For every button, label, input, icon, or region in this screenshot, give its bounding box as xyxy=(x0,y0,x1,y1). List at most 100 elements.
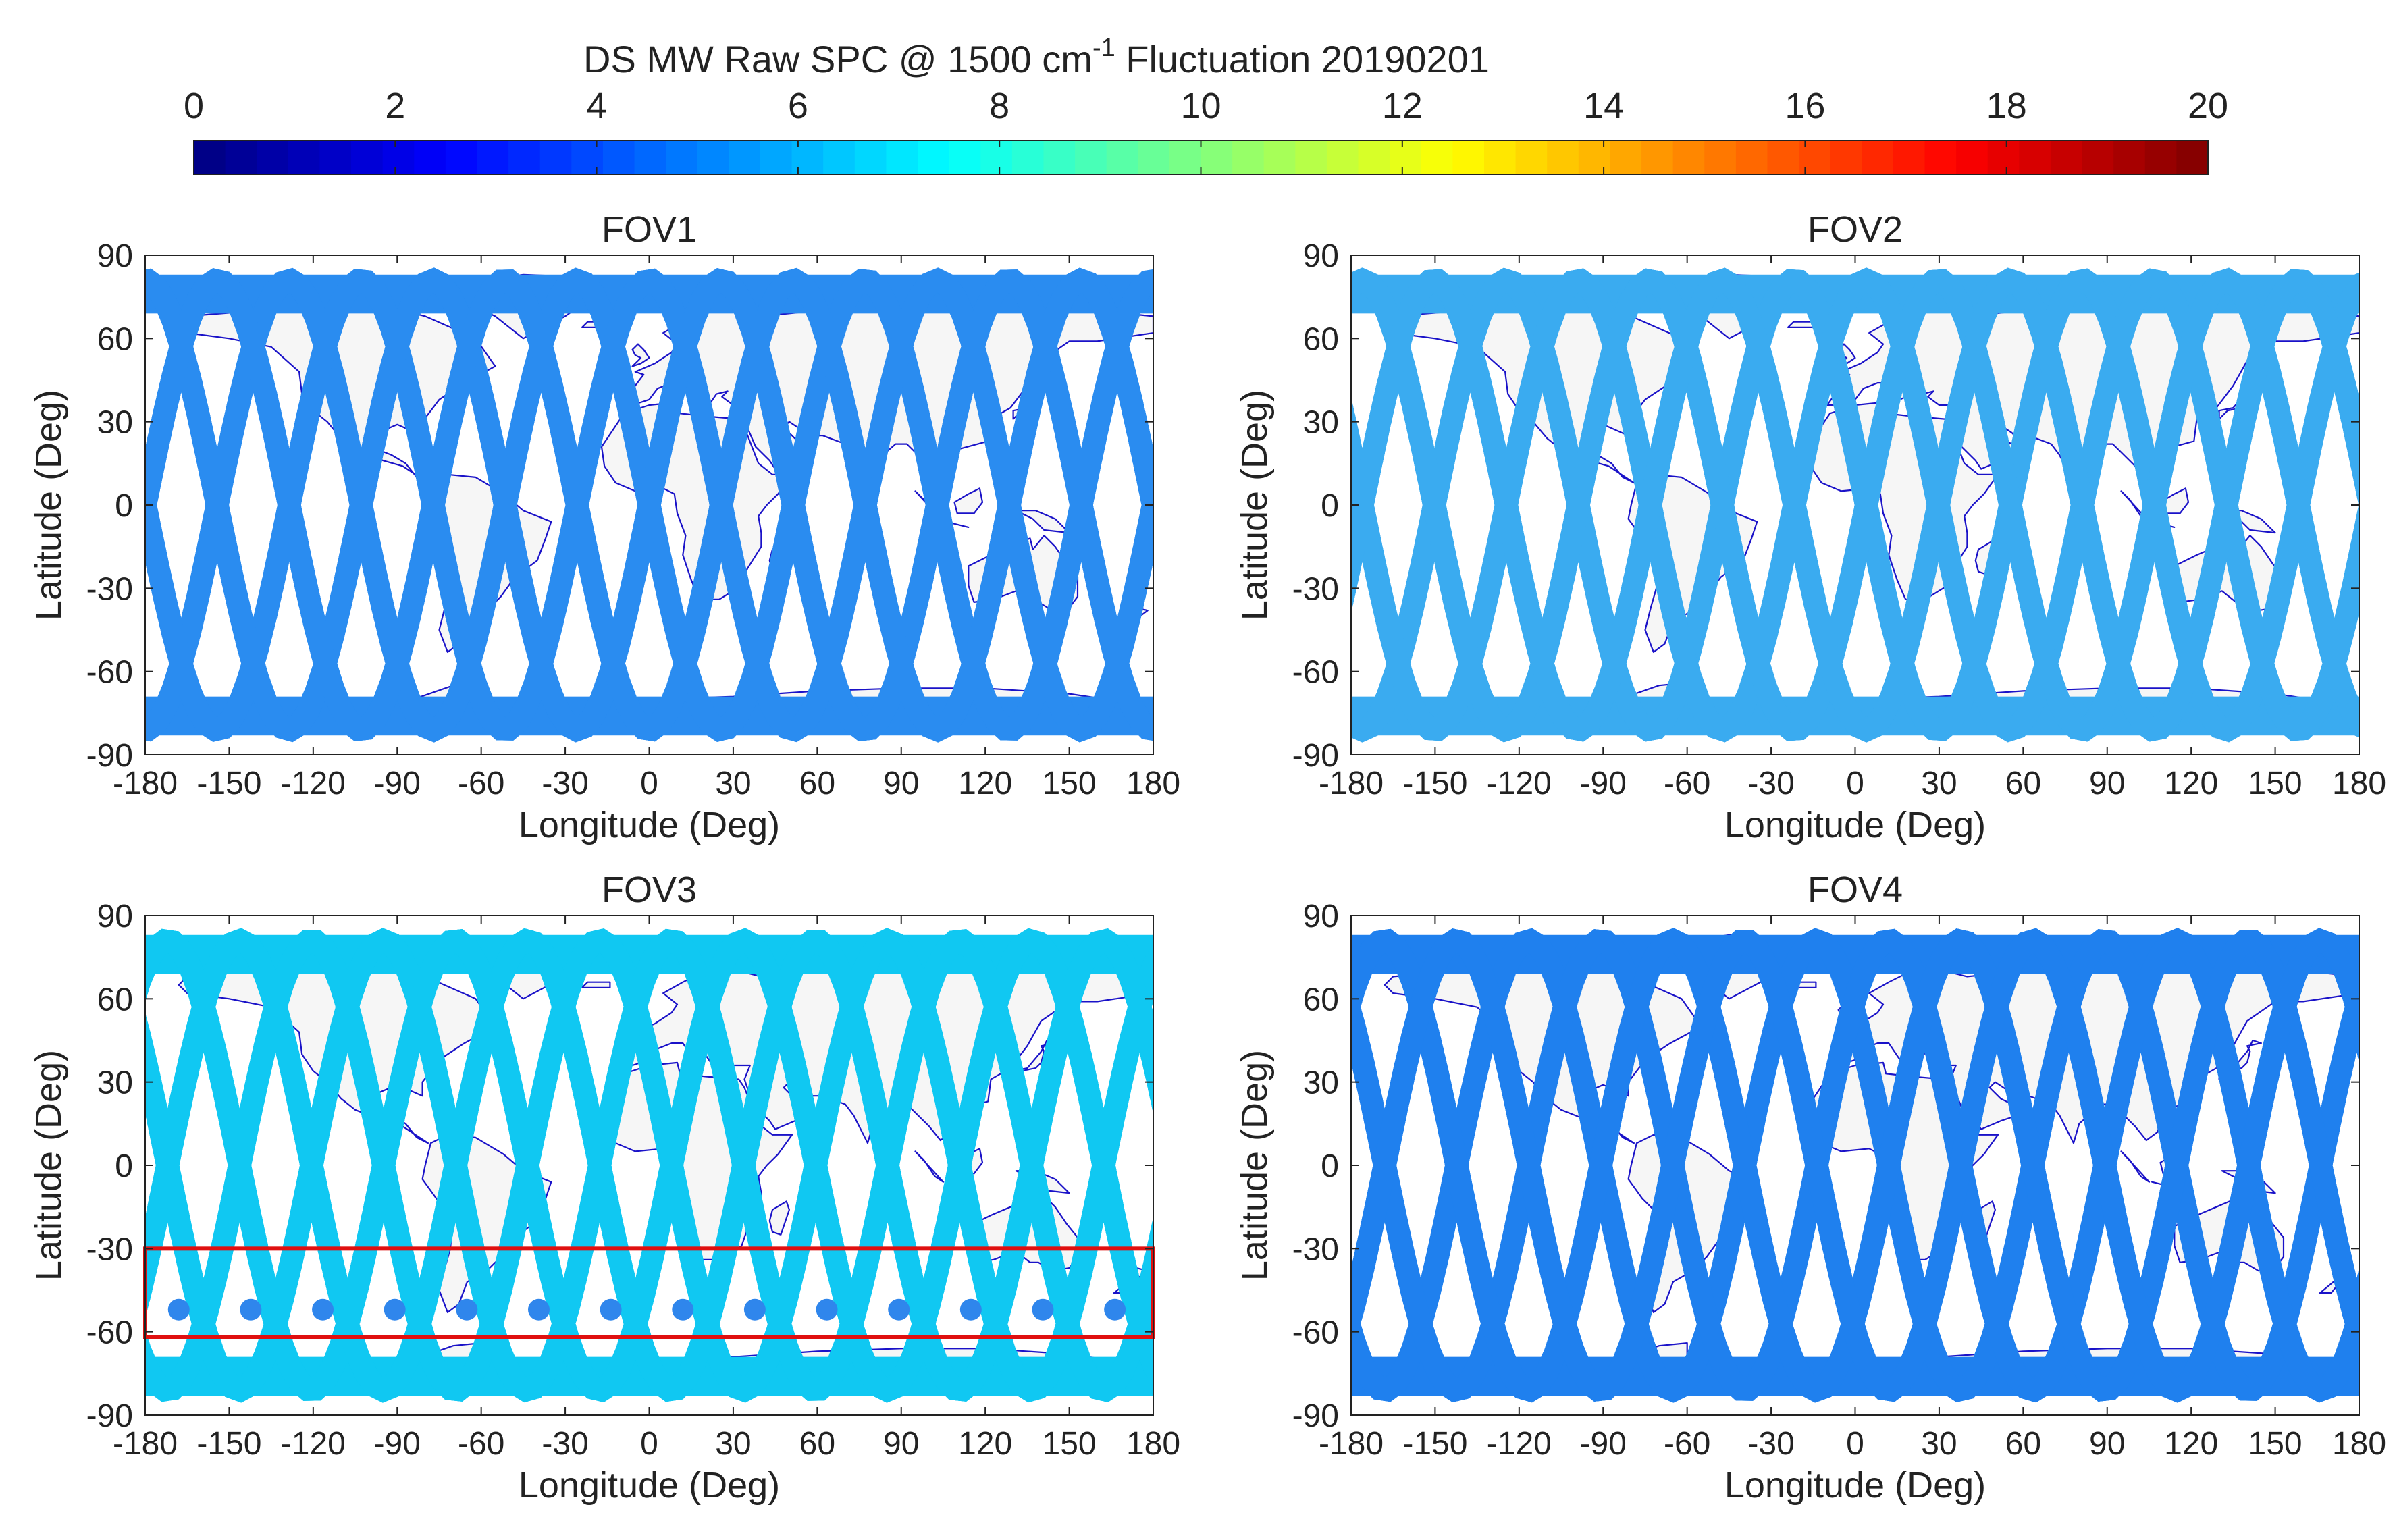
x-axis-label: Longitude (Deg) xyxy=(519,805,780,845)
anomaly-marker xyxy=(960,1299,982,1321)
x-tick-label: -30 xyxy=(542,766,588,801)
y-tick-label: 30 xyxy=(97,1065,133,1101)
x-tick-label: -120 xyxy=(281,766,346,801)
y-axis-label: Latitude (Deg) xyxy=(28,1050,69,1281)
y-tick-label: 90 xyxy=(97,899,133,934)
colorbar-tick-label: 12 xyxy=(1382,86,1423,126)
y-tick-label: 90 xyxy=(97,238,133,274)
x-tick-label: 0 xyxy=(1846,1426,1864,1462)
continent-outline xyxy=(582,982,610,988)
colorbar-segment xyxy=(571,140,603,174)
x-tick-label: 150 xyxy=(2248,1426,2302,1462)
colorbar-segment xyxy=(1421,140,1453,174)
figure-title-tail: Fluctuation 20190201 xyxy=(1115,38,1490,80)
panel-3: -180 -150 -120 -90 -60 -30 0 30 60 90 120 150 180 90 6… xyxy=(28,870,1207,1506)
y-tick-label: 0 xyxy=(115,1148,133,1184)
colorbar-segment xyxy=(1295,140,1327,174)
figure-title-main: DS MW Raw SPC @ 1500 cm xyxy=(583,38,1092,80)
y-axis-label: Latitude (Deg) xyxy=(1234,390,1275,620)
anomaly-marker xyxy=(528,1299,550,1321)
colorbar-segment xyxy=(1390,140,1421,174)
colorbar-segment xyxy=(697,140,729,174)
colorbar-segment xyxy=(2113,140,2145,174)
colorbar-segment xyxy=(1610,140,1641,174)
x-tick-label: 60 xyxy=(2005,1426,2041,1462)
colorbar-segment xyxy=(1641,140,1673,174)
anomaly-marker xyxy=(1104,1299,1126,1321)
x-tick-label: 180 xyxy=(1126,1426,1180,1462)
colorbar-segment xyxy=(1169,140,1201,174)
colorbar-segment xyxy=(1579,140,1610,174)
colorbar-segment xyxy=(288,140,320,174)
y-tick-label: -90 xyxy=(1292,738,1339,774)
colorbar-tick-label: 2 xyxy=(385,86,405,126)
x-tick-label: -90 xyxy=(374,766,421,801)
x-tick-label: -120 xyxy=(281,1426,346,1462)
anomaly-marker xyxy=(384,1299,406,1321)
x-tick-label: -150 xyxy=(196,1426,261,1462)
colorbar-segment xyxy=(1704,140,1736,174)
y-tick-label: -30 xyxy=(86,1231,133,1267)
colorbar-segment xyxy=(1012,140,1044,174)
colorbar-segment xyxy=(949,140,981,174)
x-tick-label: -90 xyxy=(1580,1426,1627,1462)
colorbar-segment xyxy=(383,140,415,174)
colorbar-segment xyxy=(1043,140,1075,174)
x-tick-label: 30 xyxy=(715,766,751,801)
x-tick-label: 150 xyxy=(1043,766,1097,801)
x-tick-label: 0 xyxy=(640,1426,658,1462)
x-tick-label: 30 xyxy=(1921,1426,1957,1462)
x-axis-label: Longitude (Deg) xyxy=(1724,805,1986,845)
x-tick-label: -150 xyxy=(1402,1426,1467,1462)
y-tick-label: -90 xyxy=(1292,1398,1339,1434)
colorbar-segment xyxy=(446,140,477,174)
colorbar-tick-label: 0 xyxy=(184,86,204,126)
x-tick-label: -60 xyxy=(1664,766,1710,801)
colorbar-segment xyxy=(226,140,257,174)
y-tick-label: 0 xyxy=(1321,488,1339,524)
y-axis-label: Latitude (Deg) xyxy=(28,390,69,620)
panel-1: -180 -150 -120 -90 -60 -30 0 30 60 90 120 150 180 90 6… xyxy=(28,209,1207,845)
colorbar-segment xyxy=(855,140,887,174)
y-tick-label: 30 xyxy=(97,405,133,441)
x-tick-label: -60 xyxy=(1664,1426,1710,1462)
x-axis-label: Longitude (Deg) xyxy=(519,1465,780,1506)
colorbar-segment xyxy=(2145,140,2177,174)
x-tick-label: 60 xyxy=(799,766,835,801)
colorbar-segment xyxy=(1359,140,1390,174)
colorbar-segment xyxy=(823,140,855,174)
colorbar-segment xyxy=(2176,140,2208,174)
x-tick-label: 30 xyxy=(715,1426,751,1462)
y-tick-label: 90 xyxy=(1303,899,1339,934)
colorbar-segment xyxy=(2051,140,2082,174)
anomaly-marker xyxy=(1032,1299,1053,1321)
colorbar-segment xyxy=(918,140,949,174)
y-tick-label: -60 xyxy=(1292,655,1339,691)
colorbar-tick-label: 14 xyxy=(1583,86,1624,126)
x-tick-label: 30 xyxy=(1921,766,1957,801)
anomaly-marker xyxy=(672,1299,693,1321)
colorbar-segment xyxy=(635,140,666,174)
colorbar-segment xyxy=(1956,140,1988,174)
x-tick-label: 0 xyxy=(640,766,658,801)
y-tick-label: -60 xyxy=(86,1315,133,1351)
panel-2: -180 -150 -120 -90 -60 -30 0 30 60 90 120 150 180906… xyxy=(1234,209,2397,845)
figure-title-superscript: -1 xyxy=(1092,34,1115,62)
colorbar-segment xyxy=(729,140,760,174)
colorbar-segment xyxy=(2082,140,2114,174)
colorbar-segment xyxy=(1452,140,1484,174)
colorbar-segment xyxy=(1138,140,1169,174)
colorbar-segment xyxy=(1107,140,1138,174)
y-tick-label: -90 xyxy=(86,1398,133,1434)
colorbar-segment xyxy=(194,140,226,174)
anomaly-marker xyxy=(456,1299,477,1321)
x-tick-label: 120 xyxy=(2164,766,2218,801)
colorbar-segment xyxy=(540,140,572,174)
colorbar-segment xyxy=(1547,140,1579,174)
colorbar-tick-label: 10 xyxy=(1180,86,1221,126)
colorbar-tick-label: 20 xyxy=(2188,86,2228,126)
y-tick-label: 0 xyxy=(115,488,133,524)
x-tick-label: 150 xyxy=(2248,766,2302,801)
figure-title: DS MW Raw SPC @ 1500 cm-1 Fluctuation 20… xyxy=(583,34,1490,80)
y-tick-label: 90 xyxy=(1303,238,1339,274)
